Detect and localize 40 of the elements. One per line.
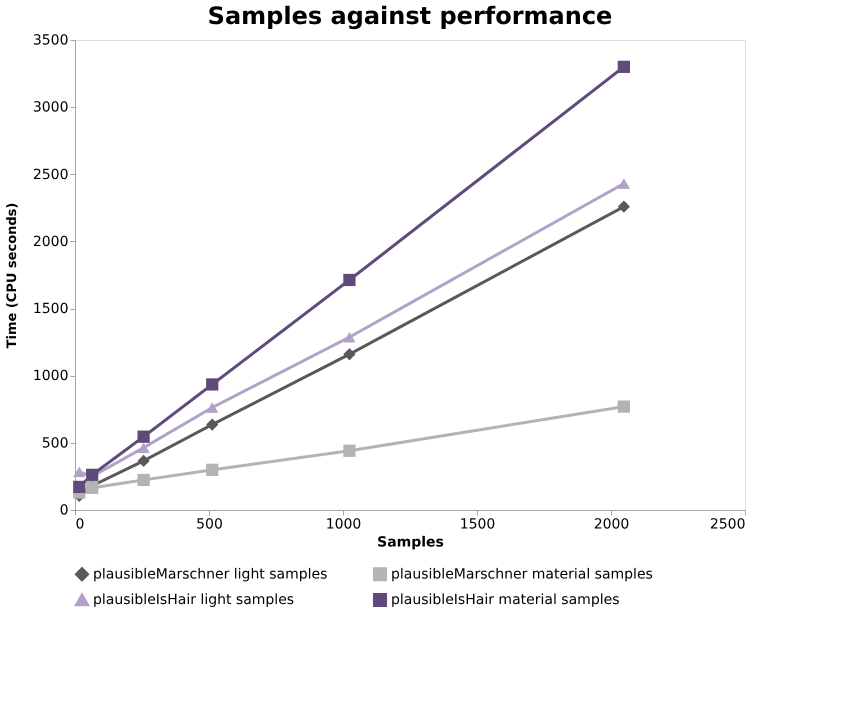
legend-label: plausibleMarschner material samples	[391, 566, 653, 582]
y-tick-label: 500	[42, 435, 68, 452]
point	[206, 418, 218, 431]
x-tick-label: 1500	[460, 516, 496, 532]
point	[73, 480, 86, 494]
point	[343, 444, 356, 457]
point	[86, 468, 98, 481]
x-tick-label: 2000	[594, 516, 630, 532]
x-axis-title: Samples	[377, 534, 444, 550]
y-tick-label: 2500	[32, 166, 68, 183]
point	[137, 430, 150, 443]
x-tick-label: 0	[76, 516, 84, 532]
legend-label: plausibleIsHair material samples	[391, 592, 620, 608]
point	[73, 466, 86, 478]
x-tick-label: 1000	[326, 516, 362, 532]
point	[618, 178, 630, 189]
point	[618, 200, 630, 213]
x-tick-label: 500	[196, 516, 223, 532]
legend-label: plausibleIsHair light samples	[93, 592, 294, 608]
point	[206, 402, 218, 413]
y-axis-title: Time (CPU seconds)	[4, 202, 20, 348]
y-tick-label: 3500	[32, 32, 68, 48]
y-tick-label: 3000	[32, 100, 68, 116]
point	[137, 474, 150, 486]
y-tick-label: 2000	[32, 234, 68, 250]
point	[343, 348, 356, 360]
point	[618, 60, 630, 73]
chart-title: Samples against performance	[208, 2, 612, 30]
point	[206, 378, 218, 391]
x-tick-label: 2500	[710, 516, 746, 532]
point	[343, 332, 356, 342]
legend-label: plausibleMarschner light samples	[93, 566, 328, 582]
point	[137, 454, 150, 467]
y-tick-label: 1500	[32, 301, 68, 318]
y-tick-label: 1000	[32, 368, 68, 384]
point	[343, 274, 356, 286]
point	[137, 442, 150, 453]
y-tick-label: 0	[60, 502, 68, 518]
point	[206, 464, 218, 476]
point	[618, 400, 630, 413]
